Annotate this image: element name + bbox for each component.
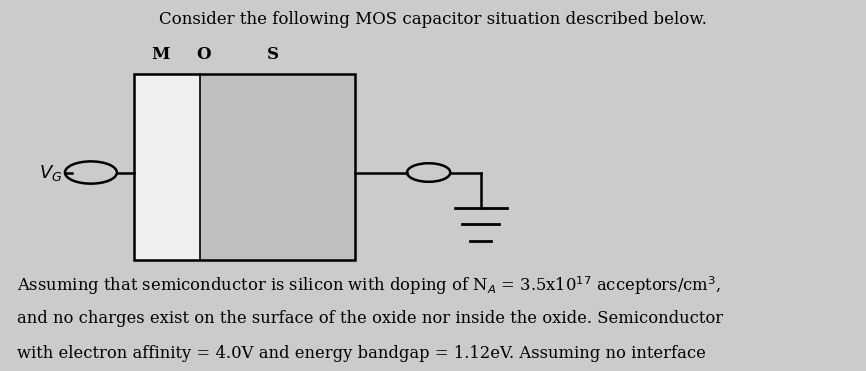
Text: Consider the following MOS capacitor situation described below.: Consider the following MOS capacitor sit… — [159, 11, 707, 28]
Text: O: O — [197, 46, 210, 63]
Text: Assuming that semiconductor is silicon with doping of N$_A$ = 3.5x10$^{17}$ acce: Assuming that semiconductor is silicon w… — [17, 275, 721, 297]
Text: M: M — [151, 46, 170, 63]
Text: with electron affinity = 4.0V and energy bandgap = 1.12eV. Assuming no interface: with electron affinity = 4.0V and energy… — [17, 345, 706, 362]
Text: and no charges exist on the surface of the oxide nor inside the oxide. Semicondu: and no charges exist on the surface of t… — [17, 310, 723, 327]
Bar — [200, 74, 355, 260]
Bar — [134, 74, 200, 260]
Text: $V_G$: $V_G$ — [39, 162, 62, 183]
Text: S: S — [267, 46, 279, 63]
Bar — [134, 74, 355, 260]
